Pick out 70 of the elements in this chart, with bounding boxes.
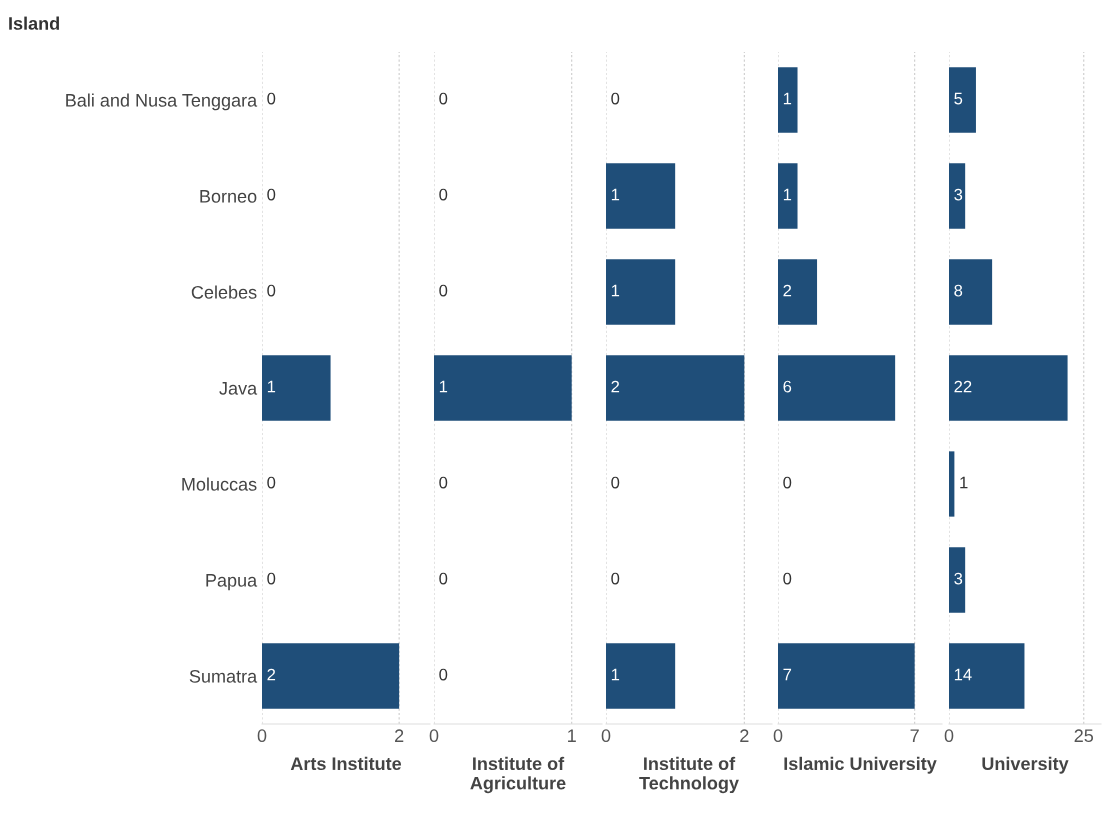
data-label: 1 (960, 476, 968, 489)
data-label: 6 (783, 380, 792, 393)
x-tick-label: 0 (429, 729, 439, 743)
data-label: 1 (783, 92, 792, 105)
data-label: 8 (954, 284, 963, 297)
data-label: 22 (954, 380, 972, 393)
bar (778, 67, 798, 133)
data-label: 1 (611, 668, 620, 681)
data-label: 0 (611, 92, 620, 105)
x-tick-label: 25 (1074, 729, 1094, 743)
data-label: 0 (611, 572, 620, 585)
y-tick-label: Sumatra (189, 669, 258, 683)
data-label: 0 (267, 188, 276, 201)
data-label: 0 (439, 92, 448, 105)
data-label: 3 (954, 572, 963, 585)
data-label: 0 (783, 476, 792, 489)
y-tick-label: Moluccas (182, 477, 257, 491)
data-label: 0 (439, 188, 448, 201)
data-label: 1 (439, 380, 448, 393)
bar (949, 355, 1068, 421)
data-label: 0 (439, 668, 448, 681)
data-label: 0 (267, 476, 276, 489)
y-tick-label: Java (219, 382, 258, 395)
data-label: 2 (611, 380, 620, 393)
data-label: 14 (954, 668, 972, 681)
data-label: 1 (783, 188, 792, 201)
x-axis-title: Islamic University (784, 756, 937, 774)
y-tick-label: Celebes (191, 285, 257, 299)
bar (949, 67, 976, 133)
data-label: 1 (611, 284, 620, 297)
y-tick-label: Papua (206, 574, 258, 591)
bar (949, 643, 1025, 709)
bar (778, 643, 915, 709)
x-tick-label: 7 (910, 729, 919, 742)
bar (949, 451, 955, 517)
x-tick-label: 1 (568, 729, 576, 742)
x-tick-label: 0 (944, 729, 954, 743)
bar (949, 163, 966, 229)
y-tick-label: Bali and Nusa Tenggara (66, 93, 258, 111)
data-label: 0 (439, 476, 448, 489)
bar (778, 355, 896, 421)
data-label: 1 (267, 380, 276, 393)
y-tick-label: Borneo (200, 190, 257, 203)
x-tick-label: 2 (395, 729, 404, 742)
x-tick-label: 0 (601, 729, 611, 743)
data-label: 0 (611, 476, 620, 489)
bar (949, 547, 966, 613)
x-tick-label: 0 (257, 729, 267, 743)
data-label: 3 (954, 188, 963, 201)
x-axis-title: University (982, 756, 1069, 774)
data-label: 2 (267, 668, 276, 681)
data-label: 0 (439, 572, 448, 585)
data-label: 1 (611, 188, 620, 201)
bar (778, 163, 798, 229)
data-label: 7 (783, 668, 792, 681)
data-label: 0 (267, 92, 276, 105)
data-label: 0 (267, 572, 276, 585)
data-label: 2 (783, 284, 792, 297)
x-tick-label: 0 (773, 729, 783, 743)
data-label: 0 (783, 572, 792, 585)
bar (778, 259, 818, 325)
x-tick-label: 2 (740, 729, 749, 742)
bar (949, 259, 993, 325)
y-axis-title: Island (9, 16, 59, 30)
data-label: 0 (439, 284, 448, 297)
data-label: 5 (954, 92, 963, 105)
x-axis-title: Arts Institute (290, 756, 402, 771)
data-label: 0 (267, 284, 276, 297)
x-axis-title: Institute of Technology (639, 756, 739, 794)
x-axis-title: Institute of Agriculture (470, 756, 566, 794)
